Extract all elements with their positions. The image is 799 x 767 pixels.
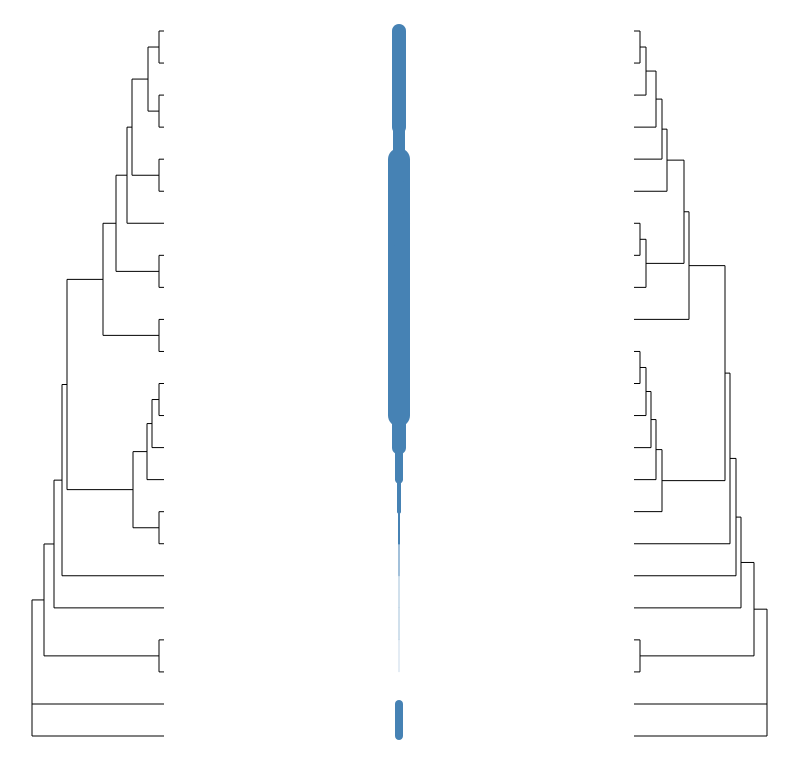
tanglegram: [31, 24, 768, 740]
